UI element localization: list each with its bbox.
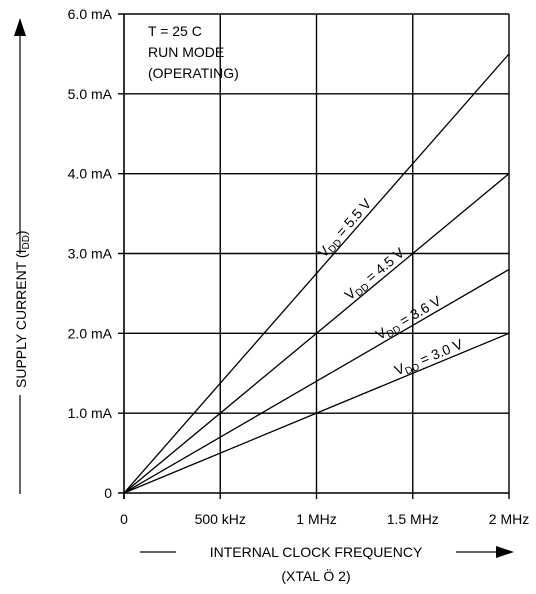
series-label-3: VDD = 3.0 V [392, 335, 467, 381]
series-label-2: VDD = 3.6 V [373, 292, 446, 345]
tick-labels: 0 500 kHz 1 MHz 1.5 MHz 2 MHz 0 1.0 mA 2.0 mA 3.… [68, 6, 530, 527]
y-tick-label-0: 0 [104, 485, 112, 501]
y-tick-label-5: 5.0 mA [68, 86, 113, 102]
y-tick-label-6: 6.0 mA [68, 6, 113, 22]
y-tick-label-3: 3.0 mA [68, 246, 113, 262]
y-axis-title-sub: DD [21, 235, 32, 249]
series-line-3 [123, 332, 510, 494]
annotation-operating: (OPERATING) [148, 65, 239, 81]
y-tick-label-2: 2.0 mA [68, 325, 113, 341]
x-tick-label-3: 1.5 MHz [387, 511, 439, 527]
grid [118, 13, 510, 493]
x-tick-label-1: 500 kHz [195, 511, 246, 527]
x-tick-label-0: 0 [120, 511, 128, 527]
annotation-temperature: T = 25 C [148, 23, 202, 39]
series-line-2 [123, 268, 510, 494]
x-axis-arrowhead [496, 546, 514, 558]
axes [118, 14, 510, 499]
annotation-block: T = 25 C RUN MODE (OPERATING) [148, 23, 239, 81]
y-tick-label-4: 4.0 mA [68, 166, 113, 182]
x-axis-subtitle: (XTAL Ö 2) [281, 567, 350, 584]
annotation-run-mode: RUN MODE [148, 44, 224, 60]
y-axis-title: SUPPLY CURRENT (IDD) [13, 230, 32, 388]
y-axis-title-end: ) [13, 230, 29, 235]
y-axis-arrowhead [14, 18, 26, 36]
y-tick-label-1: 1.0 mA [68, 405, 113, 421]
series-line-0 [123, 53, 510, 494]
y-axis-title-main: SUPPLY CURRENT (I [13, 250, 29, 388]
x-tick-label-2: 1 MHz [296, 511, 336, 527]
x-tick-label-4: 2 MHz [489, 511, 529, 527]
x-axis-title-group: INTERNAL CLOCK FREQUENCY (XTAL Ö 2) [140, 544, 514, 584]
series-label-0: VDD = 5.5 V [314, 195, 376, 262]
y-axis-title-group: SUPPLY CURRENT (IDD) [13, 18, 32, 494]
series-line-1 [123, 173, 510, 494]
x-axis-title: INTERNAL CLOCK FREQUENCY [210, 544, 423, 560]
